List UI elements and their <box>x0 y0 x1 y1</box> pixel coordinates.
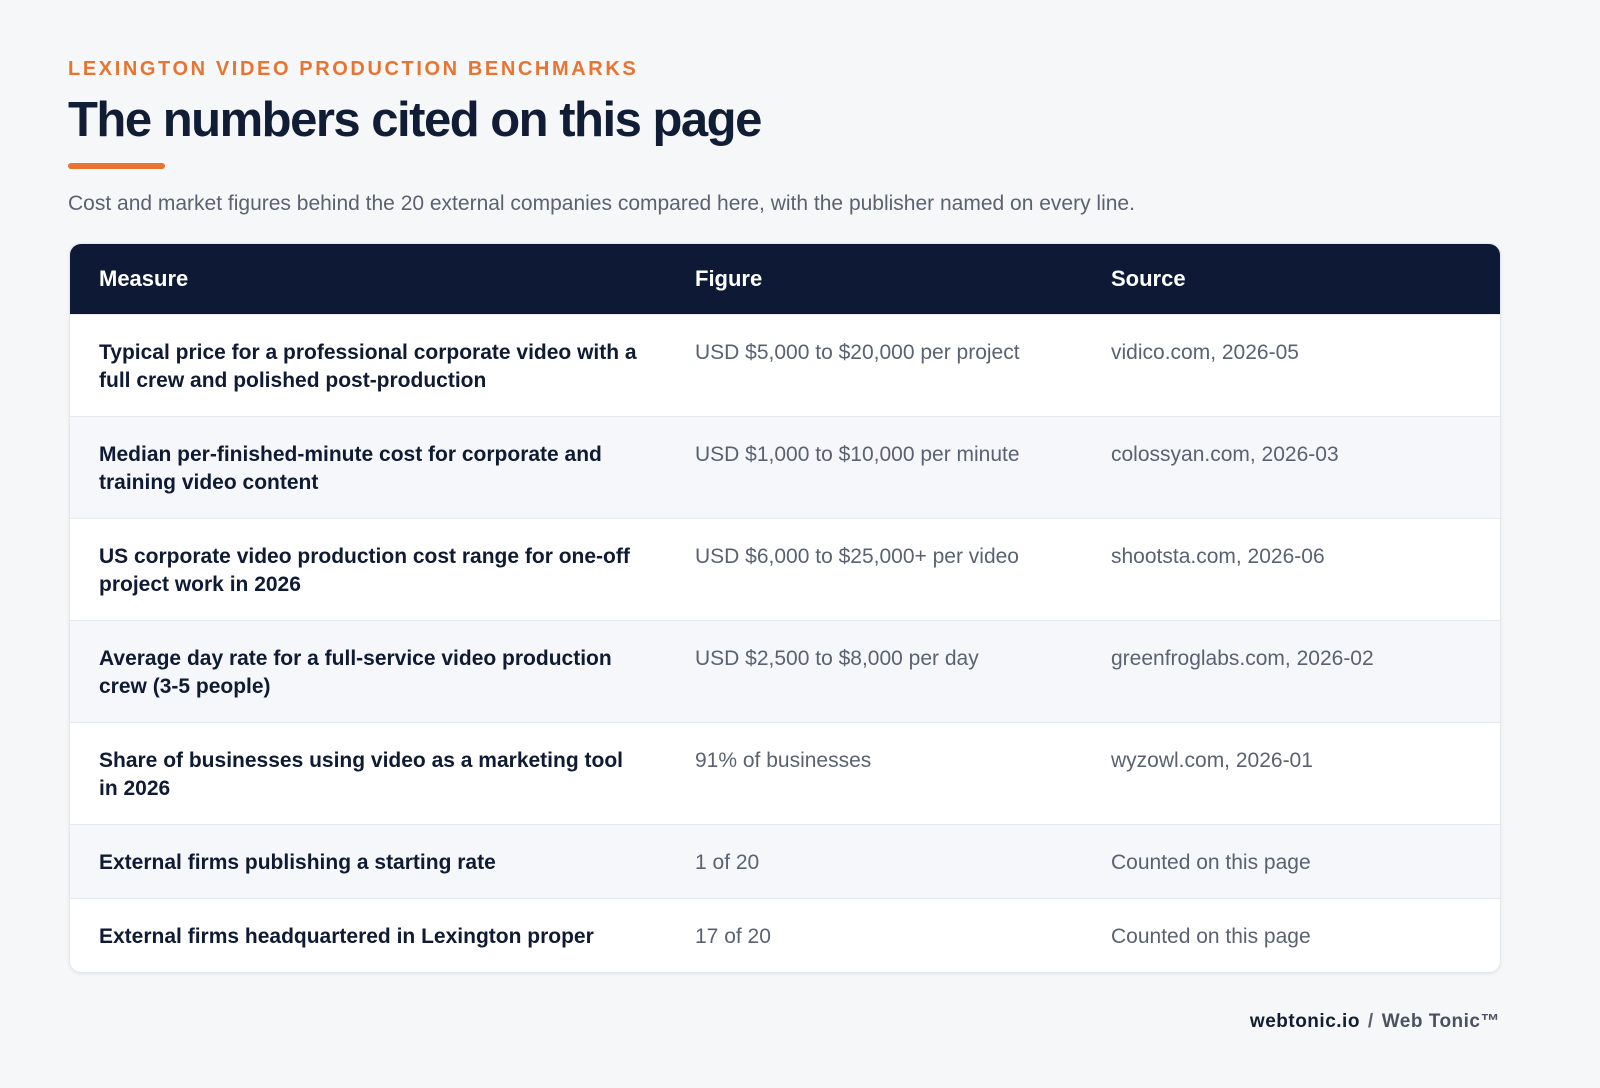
accent-bar <box>68 163 165 169</box>
source-cell: Counted on this page <box>1082 898 1500 972</box>
figure-cell: 1 of 20 <box>666 824 1082 899</box>
measure-cell: US corporate video production cost range… <box>70 518 666 621</box>
source-cell: colossyan.com, 2026-03 <box>1082 416 1500 519</box>
figure-cell: USD $1,000 to $10,000 per minute <box>666 416 1082 519</box>
table-row: Median per-finished-minute cost for corp… <box>70 416 1500 519</box>
source-cell: shootsta.com, 2026-06 <box>1082 518 1500 621</box>
table-row: External firms publishing a starting rat… <box>70 824 1500 899</box>
measure-cell: External firms publishing a starting rat… <box>70 824 666 899</box>
subtitle: Cost and market figures behind the 20 ex… <box>68 192 1135 215</box>
footer-brand: Web Tonic™ <box>1381 1011 1500 1032</box>
measure-cell: Typical price for a professional corpora… <box>70 314 666 417</box>
figure-cell: 17 of 20 <box>666 898 1082 972</box>
measure-cell: Share of businesses using video as a mar… <box>70 722 666 825</box>
source-cell: Counted on this page <box>1082 824 1500 899</box>
footer: webtonic.io / Web Tonic™ <box>1250 1011 1500 1033</box>
footer-separator: / <box>1367 1011 1374 1032</box>
table-row: Typical price for a professional corpora… <box>70 314 1500 417</box>
source-cell: vidico.com, 2026-05 <box>1082 314 1500 417</box>
column-header: Figure <box>666 244 1082 315</box>
figure-cell: 91% of businesses <box>666 722 1082 825</box>
table-body: Typical price for a professional corpora… <box>70 314 1500 972</box>
table-row: US corporate video production cost range… <box>70 518 1500 621</box>
figure-cell: USD $2,500 to $8,000 per day <box>666 620 1082 723</box>
eyebrow: LEXINGTON VIDEO PRODUCTION BENCHMARKS <box>68 58 639 80</box>
measure-cell: External firms headquartered in Lexingto… <box>70 898 666 972</box>
table-row: Share of businesses using video as a mar… <box>70 722 1500 825</box>
figure-cell: USD $5,000 to $20,000 per project <box>666 314 1082 417</box>
page-title: The numbers cited on this page <box>68 93 762 147</box>
header-row: Measure Figure Source <box>70 244 1500 315</box>
column-header: Measure <box>70 244 666 315</box>
measure-cell: Median per-finished-minute cost for corp… <box>70 416 666 519</box>
table-row: Average day rate for a full-service vide… <box>70 620 1500 723</box>
benchmark-table: Measure Figure Source Typical price for a … <box>70 244 1500 972</box>
source-cell: greenfroglabs.com, 2026-02 <box>1082 620 1500 723</box>
column-header: Source <box>1082 244 1500 315</box>
table-row: External firms headquartered in Lexingto… <box>70 898 1500 972</box>
measure-cell: Average day rate for a full-service vide… <box>70 620 666 723</box>
footer-site: webtonic.io <box>1249 1011 1360 1032</box>
source-cell: wyzowl.com, 2026-01 <box>1082 722 1500 825</box>
figure-cell: USD $6,000 to $25,000+ per video <box>666 518 1082 621</box>
table-card: Measure Figure Source Typical price for a … <box>69 243 1501 973</box>
